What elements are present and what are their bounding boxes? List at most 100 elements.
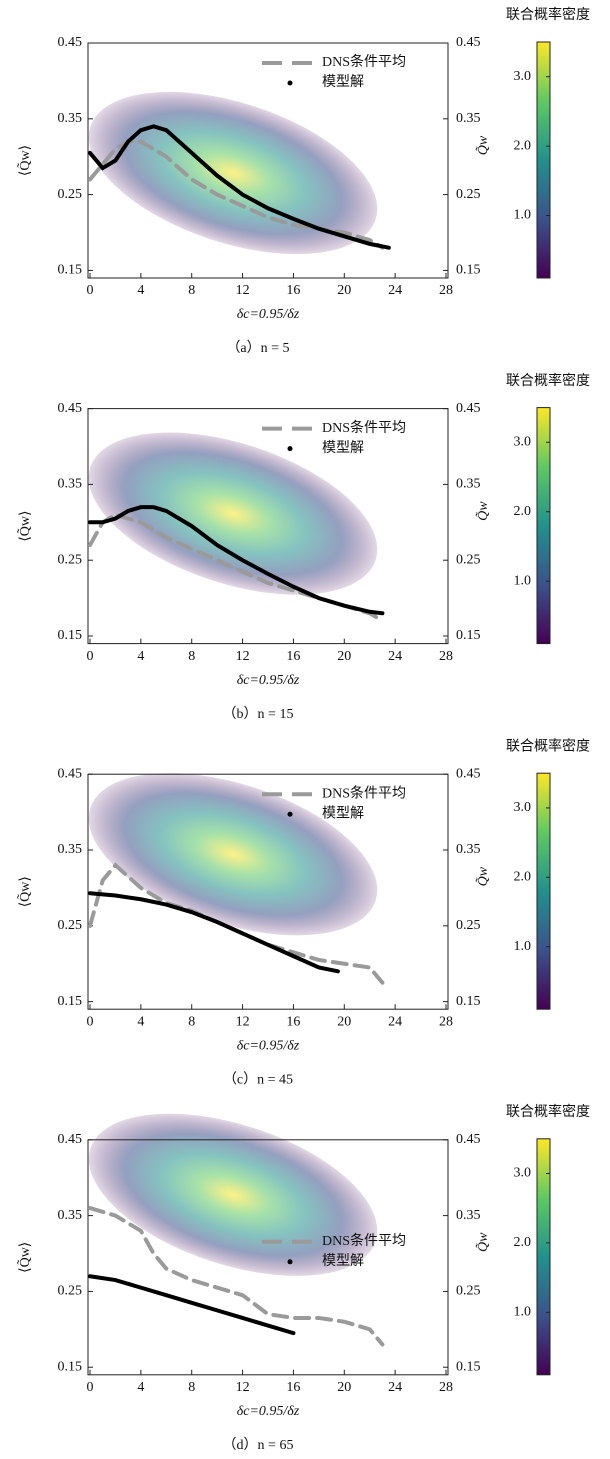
- y-tick-label: 0.25: [58, 552, 83, 567]
- series-line: [88, 1274, 296, 1336]
- x-tick-label: 8: [188, 283, 195, 298]
- y2-tick-label: 0.15: [456, 994, 481, 1009]
- colorbar-title: 联合概率密度: [506, 372, 590, 389]
- legend-swatch: [287, 446, 293, 452]
- colorbar-tick-label: 2.0: [514, 870, 532, 885]
- legend-swatch: [287, 1259, 293, 1265]
- colorbar-tick-label: 1.0: [514, 939, 532, 954]
- caption: （d）n = 65: [223, 1437, 294, 1453]
- legend-label: 模型解: [322, 1253, 364, 1269]
- legend-swatch: [287, 811, 293, 817]
- legend-label: 模型解: [322, 440, 364, 456]
- x-tick-label: 4: [137, 283, 144, 298]
- colorbar-tick-label: 3.0: [514, 800, 532, 815]
- legend-label: DNS条件平均: [322, 784, 406, 801]
- colorbar-tick-label: 2.0: [514, 1235, 532, 1250]
- y2-tick-label: 0.35: [456, 111, 481, 126]
- colorbar: [536, 407, 551, 645]
- x-tick-label: 0: [87, 1380, 94, 1395]
- y-tick-label: 0.35: [58, 842, 83, 857]
- x-tick-label: 0: [87, 649, 94, 664]
- panel: 0 4 8 12 16 20 24 280.150.250.350.450.150.250.3…: [16, 737, 590, 1087]
- y-tick-label: 0.15: [58, 994, 83, 1009]
- plot-frame: [87, 1139, 449, 1376]
- y-tick-label: 0.45: [58, 401, 83, 416]
- y-tick-label: 0.25: [58, 1284, 83, 1299]
- x-tick-label: 20: [337, 283, 351, 298]
- colorbar-tick-label: 3.0: [514, 435, 532, 450]
- panel: 0 4 8 12 16 20 24 280.150.250.350.450.150.250.3…: [16, 372, 590, 722]
- y2-tick-label: 0.25: [456, 187, 481, 202]
- x-tick-label: 28: [439, 1014, 453, 1029]
- x-axis-label: δc=0.95/δz: [237, 1038, 300, 1053]
- series-line: [88, 1206, 385, 1347]
- x-tick-label: 0: [87, 283, 94, 298]
- x-tick-label: 24: [388, 1014, 402, 1029]
- colorbar-tick-label: 2.0: [514, 504, 532, 519]
- x-tick-label: 12: [236, 1014, 250, 1029]
- y2-tick-label: 0.25: [456, 1284, 481, 1299]
- y2-tick-label: 0.15: [456, 628, 481, 643]
- x-tick-label: 24: [388, 649, 402, 664]
- panel: 0 4 8 12 16 20 24 280.150.250.350.450.150.250.3…: [16, 6, 590, 356]
- colorbar: [536, 1138, 551, 1376]
- colorbar-label: Q̃w: [475, 866, 491, 886]
- x-tick-label: 16: [286, 1380, 300, 1395]
- x-tick-label: 16: [286, 283, 300, 298]
- y-tick-label: 0.15: [58, 263, 83, 278]
- colorbar-label: Q̃w: [475, 1232, 491, 1252]
- plot-frame: [87, 773, 449, 1010]
- caption: （a）n = 5: [226, 340, 289, 356]
- y2-tick-label: 0.45: [456, 1132, 481, 1147]
- y-axis-label: ⟨Q̃w⟩: [16, 876, 33, 907]
- density-cloud: [88, 91, 378, 255]
- y-axis-label: ⟨Q̃w⟩: [16, 1242, 33, 1273]
- colorbar-tick-label: 3.0: [514, 69, 532, 84]
- y-axis-label: ⟨Q̃w⟩: [16, 145, 33, 176]
- x-tick-label: 12: [236, 1380, 250, 1395]
- plot-frame: [87, 408, 449, 645]
- colorbar-tick-label: 1.0: [514, 1305, 532, 1320]
- y2-tick-label: 0.25: [456, 918, 481, 933]
- x-axis-label: δc=0.95/δz: [237, 673, 300, 688]
- density-cloud: [88, 1113, 378, 1276]
- colorbar-title: 联合概率密度: [506, 1103, 590, 1120]
- y-tick-label: 0.35: [58, 111, 83, 126]
- series-line: [88, 139, 385, 250]
- legend-label: 模型解: [322, 805, 364, 821]
- y2-tick-label: 0.35: [456, 1208, 481, 1223]
- y-tick-label: 0.45: [58, 35, 83, 50]
- caption: （c）n = 45: [223, 1071, 293, 1087]
- x-axis-label: δc=0.95/δz: [237, 307, 300, 322]
- y2-tick-label: 0.35: [456, 842, 481, 857]
- series-line: [88, 505, 385, 616]
- legend-label: DNS条件平均: [322, 1232, 406, 1249]
- density-cloud: [88, 773, 378, 936]
- y2-tick-label: 0.45: [456, 401, 481, 416]
- legend-label: 模型解: [322, 74, 364, 90]
- y-tick-label: 0.45: [58, 766, 83, 781]
- colorbar-label: Q̃w: [475, 501, 491, 521]
- y2-tick-label: 0.35: [456, 477, 481, 492]
- y-tick-label: 0.15: [58, 1359, 83, 1374]
- x-tick-label: 4: [137, 1380, 144, 1395]
- y2-tick-label: 0.25: [456, 552, 481, 567]
- x-tick-label: 8: [188, 1380, 195, 1395]
- x-tick-label: 28: [439, 649, 453, 664]
- y-tick-label: 0.25: [58, 187, 83, 202]
- colorbar: [536, 41, 551, 279]
- x-tick-label: 20: [337, 1014, 351, 1029]
- legend-label: DNS条件平均: [322, 53, 406, 70]
- panel: 0 4 8 12 16 20 24 280.150.250.350.450.150.250.3…: [16, 1103, 590, 1453]
- x-tick-label: 12: [236, 649, 250, 664]
- y2-tick-label: 0.45: [456, 766, 481, 781]
- x-tick-label: 12: [236, 283, 250, 298]
- x-tick-label: 28: [439, 1380, 453, 1395]
- x-tick-label: 24: [388, 283, 402, 298]
- y-tick-label: 0.15: [58, 628, 83, 643]
- x-tick-label: 28: [439, 283, 453, 298]
- x-tick-label: 4: [137, 1014, 144, 1029]
- colorbar-tick-label: 1.0: [514, 208, 532, 223]
- y2-tick-label: 0.15: [456, 1359, 481, 1374]
- colorbar-tick-label: 2.0: [514, 138, 532, 153]
